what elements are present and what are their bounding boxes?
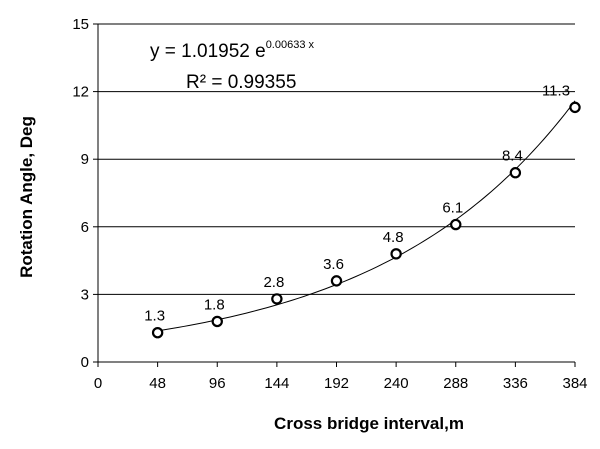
data-points (151, 101, 581, 339)
trendline (157, 100, 576, 332)
x-tick-label-144: 144 (264, 375, 289, 392)
x-tick-label-336: 336 (503, 375, 528, 392)
data-point-336 (509, 167, 522, 179)
data-label-96: 1.8 (204, 296, 225, 313)
data-label-192: 3.6 (323, 256, 344, 273)
data-label-240: 4.8 (383, 229, 404, 246)
data-label-48: 1.3 (144, 308, 165, 325)
trendline-equation: y = 1.01952 e0.00633 x (150, 39, 315, 62)
equation-base: y = 1.01952 e (150, 41, 266, 62)
equation-exponent: 0.00633 x (266, 39, 315, 51)
data-point-240 (390, 248, 402, 260)
data-point-144 (271, 293, 283, 305)
data-label-144: 2.8 (263, 274, 284, 291)
trendline-group (157, 100, 576, 332)
data-point-384 (569, 101, 581, 114)
y-tick-label-0: 0 (81, 354, 89, 371)
x-tick-label-288: 288 (443, 375, 468, 392)
x-tick-label-192: 192 (324, 375, 349, 392)
y-axis-title: Rotation Angle, Deg (17, 116, 36, 278)
data-label-384: 11.3 (542, 82, 570, 99)
data-label-288: 6.1 (442, 200, 463, 217)
y-tick-label-3: 3 (81, 286, 89, 303)
y-tick-label-15: 15 (72, 16, 89, 33)
x-tick-label-384: 384 (562, 375, 587, 392)
data-point-288 (450, 218, 462, 231)
r-squared-label: R² = 0.99355 (186, 72, 296, 93)
data-point-48 (151, 327, 164, 339)
x-tick-label-96: 96 (209, 375, 226, 392)
axes (93, 23, 576, 367)
x-tick-label-240: 240 (384, 375, 409, 392)
y-tick-label-9: 9 (81, 151, 89, 168)
tick-labels: 0 3 6 9 12 15 0 48 96 144 192 240 288 336 384 (72, 16, 587, 392)
gridlines (98, 23, 575, 295)
y-tick-label-6: 6 (81, 219, 89, 236)
x-axis-title: Cross bridge interval,m (274, 414, 464, 433)
y-tick-label-12: 12 (72, 84, 89, 101)
data-labels: 1.3 1.8 2.8 3.6 4.8 6.1 8.4 11.3 (144, 82, 570, 324)
data-point-192 (330, 275, 343, 287)
data-label-336: 8.4 (502, 148, 523, 165)
data-point-96 (211, 315, 223, 328)
x-tick-label-48: 48 (149, 375, 166, 392)
x-tick-label-0: 0 (94, 375, 102, 392)
